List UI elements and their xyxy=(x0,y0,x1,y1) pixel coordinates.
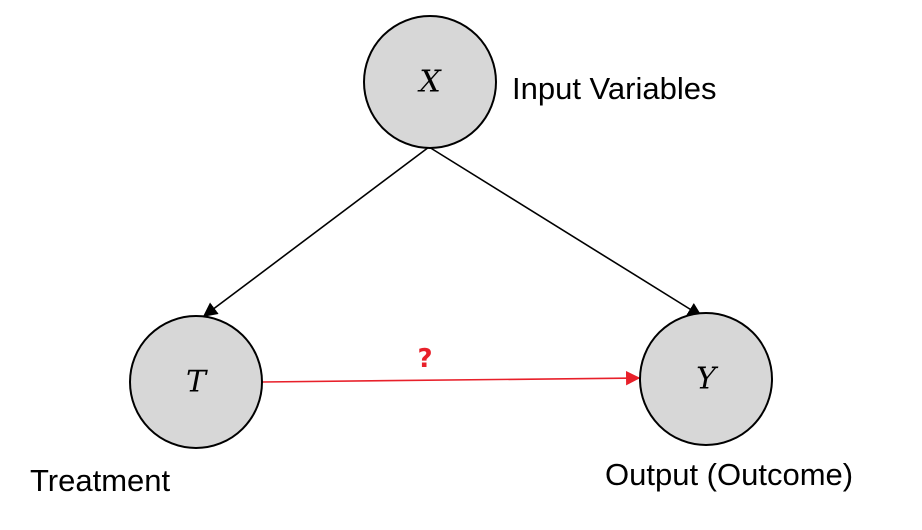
node-t-circle xyxy=(129,315,263,449)
edge-x-to-t xyxy=(202,146,430,317)
node-x-caption: Input Variables xyxy=(512,71,717,106)
edge-t-to-y xyxy=(261,370,641,386)
edge-x-to-y xyxy=(428,146,703,317)
node-t-symbol: T xyxy=(186,365,208,400)
node-y: Y xyxy=(639,312,773,446)
edge-t-to-y-label: ? xyxy=(417,344,432,374)
node-t: T xyxy=(129,315,263,449)
node-x-circle xyxy=(363,15,497,149)
node-y-symbol: Y xyxy=(696,362,719,397)
node-x: X xyxy=(363,15,497,149)
node-y-circle xyxy=(639,312,773,446)
node-x-symbol: X xyxy=(417,65,442,100)
node-t-caption: Treatment xyxy=(30,463,171,498)
node-y-caption: Output (Outcome) xyxy=(605,457,853,492)
